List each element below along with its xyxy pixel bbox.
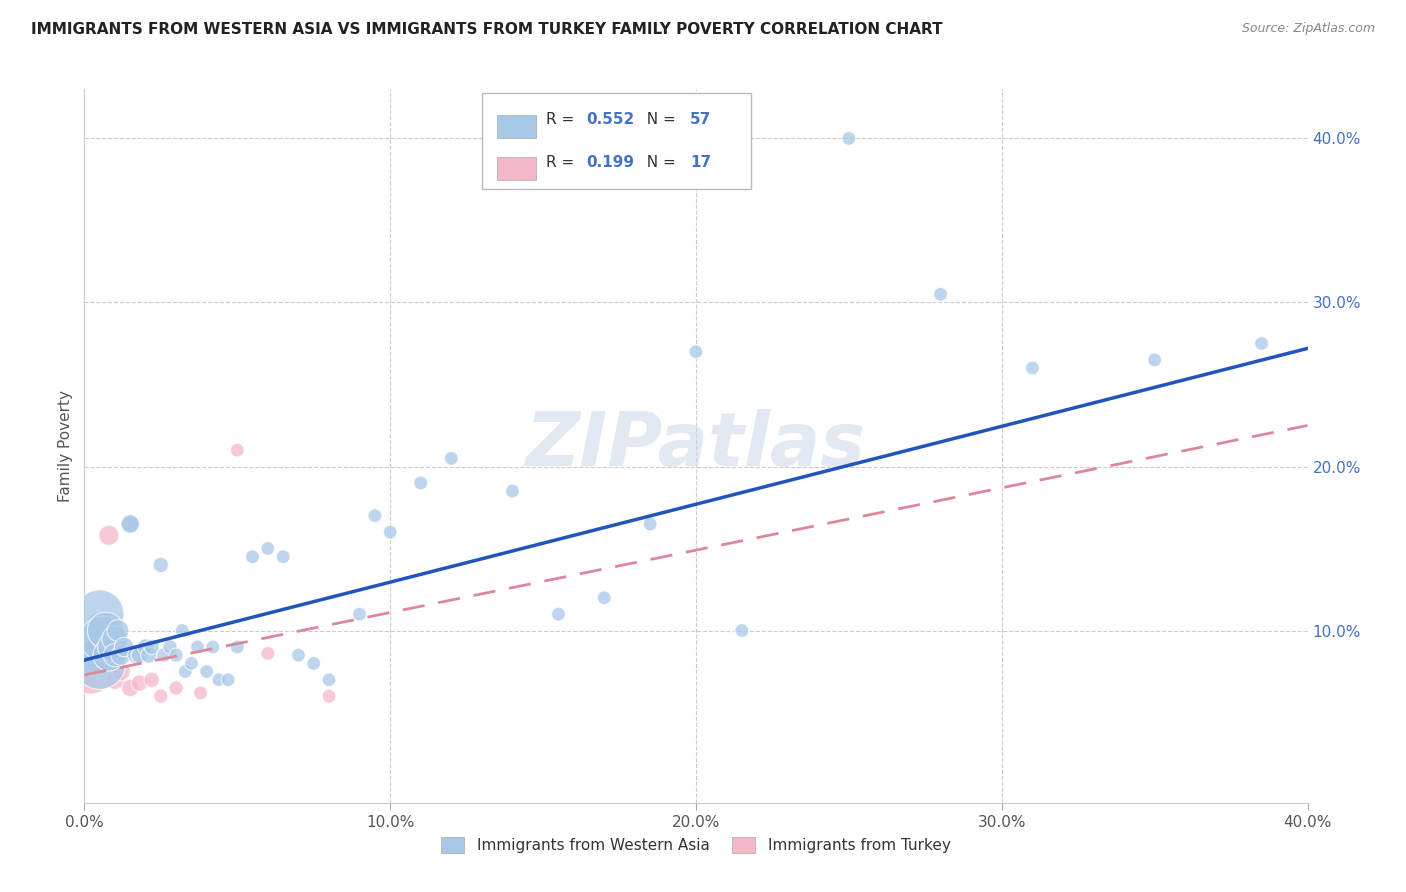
Point — [318, 689, 340, 703]
Point — [318, 673, 340, 687]
Point — [685, 344, 707, 359]
Point — [120, 681, 142, 695]
Text: 0.552: 0.552 — [586, 112, 634, 128]
Point — [104, 648, 127, 662]
Point — [195, 665, 218, 679]
Point — [380, 525, 402, 540]
Point — [104, 632, 127, 646]
Point — [149, 558, 172, 572]
Point — [226, 443, 249, 458]
Point — [110, 665, 132, 679]
Point — [120, 516, 142, 531]
Point — [226, 640, 249, 654]
Point — [165, 681, 187, 695]
Point — [242, 549, 264, 564]
Text: ZIPatlas: ZIPatlas — [526, 409, 866, 483]
Point — [257, 647, 280, 661]
Point — [186, 640, 208, 654]
Point — [217, 673, 239, 687]
Point — [638, 516, 661, 531]
Point — [149, 689, 172, 703]
Text: 57: 57 — [690, 112, 711, 128]
Point — [120, 516, 142, 531]
Point — [174, 665, 197, 679]
Point — [731, 624, 754, 638]
Point — [180, 657, 202, 671]
Point — [101, 640, 124, 654]
Point — [94, 624, 117, 638]
FancyBboxPatch shape — [496, 115, 536, 137]
Point — [547, 607, 569, 622]
Point — [112, 640, 135, 654]
Point — [172, 624, 194, 638]
Point — [86, 648, 108, 662]
Point — [440, 451, 463, 466]
Point — [125, 648, 148, 662]
Point — [128, 676, 150, 690]
Point — [104, 673, 127, 687]
Point — [201, 640, 224, 654]
Point — [190, 686, 212, 700]
Point — [159, 640, 181, 654]
Point — [409, 475, 432, 490]
Point — [1021, 361, 1043, 376]
Legend: Immigrants from Western Asia, Immigrants from Turkey: Immigrants from Western Asia, Immigrants… — [436, 831, 956, 859]
Point — [135, 640, 157, 654]
Point — [141, 640, 163, 654]
Point — [502, 484, 524, 499]
Point — [97, 528, 120, 542]
Text: N =: N = — [637, 112, 681, 128]
Point — [97, 648, 120, 662]
Point — [257, 541, 280, 556]
Point — [89, 657, 111, 671]
Point — [929, 287, 952, 301]
Point — [287, 648, 309, 662]
Point — [79, 665, 101, 679]
Point — [838, 131, 860, 145]
Point — [153, 648, 176, 662]
Y-axis label: Family Poverty: Family Poverty — [58, 390, 73, 502]
Point — [302, 657, 325, 671]
Text: 0.199: 0.199 — [586, 154, 634, 169]
Point — [89, 657, 111, 671]
Point — [83, 640, 105, 654]
Text: R =: R = — [546, 112, 579, 128]
Text: 17: 17 — [690, 154, 711, 169]
Point — [91, 632, 114, 646]
Point — [91, 632, 114, 646]
Text: R =: R = — [546, 154, 579, 169]
Point — [83, 640, 105, 654]
Point — [208, 673, 231, 687]
FancyBboxPatch shape — [496, 157, 536, 180]
Point — [86, 615, 108, 630]
Point — [107, 624, 129, 638]
Point — [79, 632, 101, 646]
Point — [89, 607, 111, 622]
Point — [1143, 352, 1166, 367]
Point — [364, 508, 387, 523]
Point — [271, 549, 294, 564]
Point — [1250, 336, 1272, 351]
Point — [593, 591, 616, 605]
Point — [349, 607, 371, 622]
Text: IMMIGRANTS FROM WESTERN ASIA VS IMMIGRANTS FROM TURKEY FAMILY POVERTY CORRELATIO: IMMIGRANTS FROM WESTERN ASIA VS IMMIGRAN… — [31, 22, 942, 37]
FancyBboxPatch shape — [482, 93, 751, 189]
Point — [128, 648, 150, 662]
Text: N =: N = — [637, 154, 681, 169]
Point — [165, 648, 187, 662]
Point — [141, 673, 163, 687]
Point — [138, 648, 160, 662]
Text: Source: ZipAtlas.com: Source: ZipAtlas.com — [1241, 22, 1375, 36]
Point — [86, 648, 108, 662]
Point — [110, 648, 132, 662]
